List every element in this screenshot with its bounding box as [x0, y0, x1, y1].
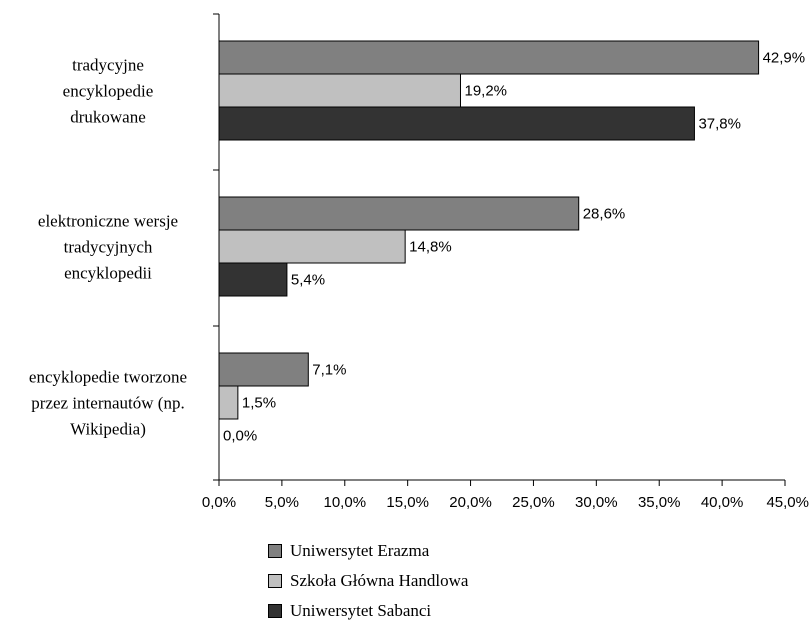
x-tick-label-9: 40,0%	[701, 494, 744, 511]
category-label-3-line-3: Wikipedia)	[70, 420, 146, 439]
data-label-series-2-category-3: 1,5%	[242, 395, 276, 412]
bar-series-2-category-2	[218, 229, 406, 264]
data-label-series-1-category-3: 7,1%	[312, 362, 346, 379]
bar-series-1-category-1	[218, 40, 760, 75]
x-tick-label-3: 10,0%	[324, 494, 367, 511]
category-label-1-line-1: tradycyjne	[72, 56, 144, 75]
bar-series-1-category-3	[218, 352, 309, 387]
legend: Uniwersytet Erazma Szkoła Główna Handlow…	[268, 536, 588, 626]
category-label-3-line-1: encyklopedie tworzone	[29, 368, 187, 387]
bar-series-3-category-1	[218, 106, 695, 141]
category-label-1-line-3: drukowane	[70, 108, 146, 127]
legend-label-series-1: Uniwersytet Erazma	[290, 541, 430, 560]
data-label-series-3-category-3: 0,0%	[223, 428, 257, 445]
data-label-series-3-category-2: 5,4%	[291, 272, 325, 289]
x-tick-label-5: 20,0%	[449, 494, 492, 511]
category-label-2-line-3: encyklopedii	[64, 264, 152, 283]
bar-series-2-category-3	[218, 385, 239, 420]
x-tick-label-2: 5,0%	[265, 494, 299, 511]
x-tick-label-1: 0,0%	[202, 494, 236, 511]
x-tick-label-8: 35,0%	[638, 494, 681, 511]
legend-swatch-series-3	[268, 604, 282, 618]
data-label-series-3-category-1: 37,8%	[698, 116, 741, 133]
category-label-2-line-1: elektroniczne wersje	[38, 212, 178, 231]
data-label-series-1-category-2: 28,6%	[583, 206, 626, 223]
bar-series-2-category-1	[218, 73, 461, 108]
legend-item-series-1: Uniwersytet Erazma	[268, 536, 588, 566]
x-tick-labels: 0,0% 5,0% 10,0% 15,0% 20,0% 25,0% 30,0% 35,0% 40…	[202, 494, 809, 511]
legend-swatch-series-1	[268, 544, 282, 558]
x-tick-label-10: 45,0%	[766, 494, 809, 511]
data-label-series-2-category-2: 14,8%	[409, 239, 452, 256]
legend-item-series-3: Uniwersytet Sabanci	[268, 596, 588, 626]
legend-label-series-3: Uniwersytet Sabanci	[290, 601, 432, 620]
category-label-2-line-2: tradycyjnych	[64, 238, 153, 257]
bar-series-1-category-2	[218, 196, 580, 231]
category-label-1-line-2: encyklopedie	[63, 82, 154, 101]
category-label-3-line-2: przez internautów (np.	[31, 394, 184, 413]
legend-swatch-series-2	[268, 574, 282, 588]
x-tick-label-4: 15,0%	[386, 494, 429, 511]
x-tick-label-7: 30,0%	[575, 494, 618, 511]
data-label-series-1-category-1: 42,9%	[763, 50, 806, 67]
legend-label-series-2: Szkoła Główna Handlowa	[290, 571, 469, 590]
data-labels: 42,9% 28,6% 7,1% 19,2% 14,8% 1,5% 37,8% 5,4% 0,0…	[223, 50, 805, 445]
bars	[218, 40, 760, 420]
bar-series-3-category-2	[218, 262, 288, 297]
data-label-series-2-category-1: 19,2%	[464, 83, 507, 100]
category-labels: tradycyjne encyklopedie drukowane elektroni…	[29, 56, 187, 439]
axes	[213, 13, 786, 486]
legend-item-series-2: Szkoła Główna Handlowa	[268, 566, 588, 596]
x-tick-label-6: 25,0%	[512, 494, 555, 511]
